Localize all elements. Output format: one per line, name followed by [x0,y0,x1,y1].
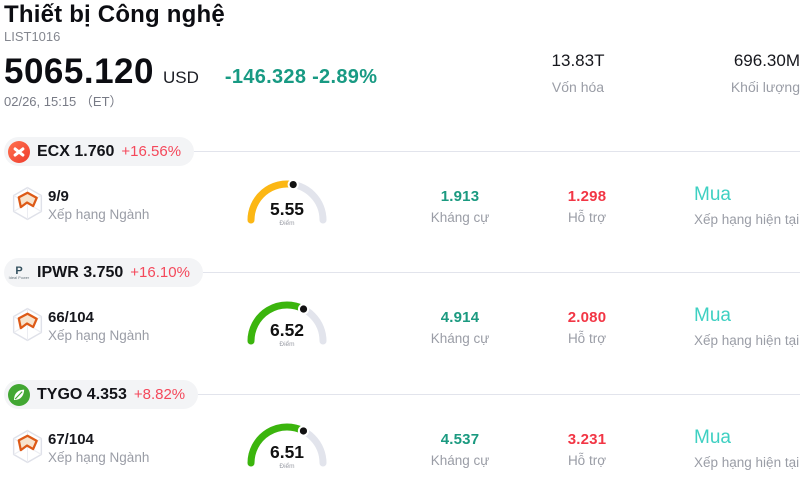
resistance-label: Kháng cự [430,453,490,468]
list-id: LIST1016 [4,29,61,44]
index-price: 5065.120 [4,52,154,91]
support-value: 2.080 [567,309,607,326]
svg-text:Điểm: Điểm [279,219,294,227]
industry-rank-label: Xếp hạng Ngành [48,450,150,465]
market-cap-value: 13.83T [551,51,605,70]
svg-text:Điểm: Điểm [279,462,294,470]
row-divider [194,151,800,152]
ticker-change: +16.56% [121,143,182,160]
resistance-value: 1.913 [440,188,480,205]
market-cap-stat: 13.83T Vốn hóa [518,51,638,95]
rating-col: Mua Xếp hạng hiện tại [694,184,800,227]
row-divider [202,272,800,273]
rating-label: Xếp hạng hiện tại [694,455,800,470]
support-col: 2.080 Hỗ trợ [527,309,647,346]
support-col: 1.298 Hỗ trợ [527,188,647,225]
svg-text:6.52: 6.52 [270,320,304,340]
stock-row-ecx: ECX 1.760 +16.56% 9/9 Xếp hạng Ngành 5.5… [0,137,800,257]
score-gauge: 6.51 Điểm [247,423,327,470]
row-header: ECX 1.760 +16.56% [0,137,800,166]
stock-pill-ipwr[interactable]: P Ideal Power IPWR 3.750 +16.10% [4,258,203,287]
ticker-and-price: TYGO 4.353 [37,385,127,403]
resistance-col: 1.913 Kháng cự [400,188,520,225]
row-header: TYGO 4.353 +8.82% [0,380,800,409]
rating-value: Mua [694,427,731,448]
tygo-leaf-logo-icon [8,383,30,406]
ideal-power-logo-icon: P Ideal Power [8,264,30,280]
svg-text:6.51: 6.51 [270,442,304,462]
ticker-and-price: IPWR 3.750 [37,263,124,281]
currency-label: USD [162,68,199,87]
industry-rank-value: 67/104 [48,431,94,448]
stock-pill-tygo[interactable]: TYGO 4.353 +8.82% [4,380,199,409]
index-change: -146.328 -2.89% [224,66,378,88]
industry-rank-value: 66/104 [48,309,94,326]
score-gauge: 6.52 Điểm [247,301,327,348]
industry-radar-icon [12,429,43,464]
support-label: Hỗ trợ [567,210,607,225]
stock-row-tygo: TYGO 4.353 +8.82% 67/104 Xếp hạng Ngành … [0,380,800,488]
ticker-change: +16.10% [130,264,190,281]
rating-label: Xếp hạng hiện tại [694,333,800,348]
resistance-value: 4.914 [440,309,480,326]
support-value: 1.298 [567,188,607,205]
market-cap-label: Vốn hóa [551,79,605,95]
quote-timestamp: 02/26, 15:15 （ET） [4,94,123,109]
resistance-value: 4.537 [440,431,480,448]
volume-stat: 696.30M Khối lượng [688,51,800,95]
volume-label: Khối lượng [730,79,800,95]
industry-rank-label: Xếp hạng Ngành [48,207,150,222]
stock-row-ipwr: P Ideal Power IPWR 3.750 +16.10% 66/104 … [0,258,800,378]
industry-radar-icon [12,186,43,221]
support-col: 3.231 Hỗ trợ [527,431,647,468]
ticker-change: +8.82% [133,386,186,403]
industry-rank-label: Xếp hạng Ngành [48,328,150,343]
rating-col: Mua Xếp hạng hiện tại [694,427,800,470]
svg-text:5.55: 5.55 [270,199,304,219]
page-title: Thiết bị Công nghệ [4,1,225,28]
resistance-label: Kháng cự [430,210,490,225]
rating-label: Xếp hạng hiện tại [694,212,800,227]
svg-text:Điểm: Điểm [279,340,294,348]
stock-pill-ecx[interactable]: ECX 1.760 +16.56% [4,137,195,166]
row-header: P Ideal Power IPWR 3.750 +16.10% [0,258,800,287]
resistance-label: Kháng cự [430,331,490,346]
support-label: Hỗ trợ [567,331,607,346]
score-gauge: 5.55 Điểm [247,178,327,227]
industry-radar-icon [12,307,43,342]
resistance-col: 4.914 Kháng cự [400,309,520,346]
volume-value: 696.30M [733,51,800,70]
support-value: 3.231 [567,431,607,448]
support-label: Hỗ trợ [567,453,607,468]
price-line: 5065.120 USD -146.328 -2.89% [4,52,377,92]
resistance-col: 4.537 Kháng cự [400,431,520,468]
row-divider [198,394,800,395]
rating-col: Mua Xếp hạng hiện tại [694,305,800,348]
industry-rank-value: 9/9 [48,188,69,205]
rating-value: Mua [694,184,731,205]
ecx-logo-icon [8,140,30,163]
rating-value: Mua [694,305,731,326]
ticker-and-price: ECX 1.760 [37,142,115,160]
